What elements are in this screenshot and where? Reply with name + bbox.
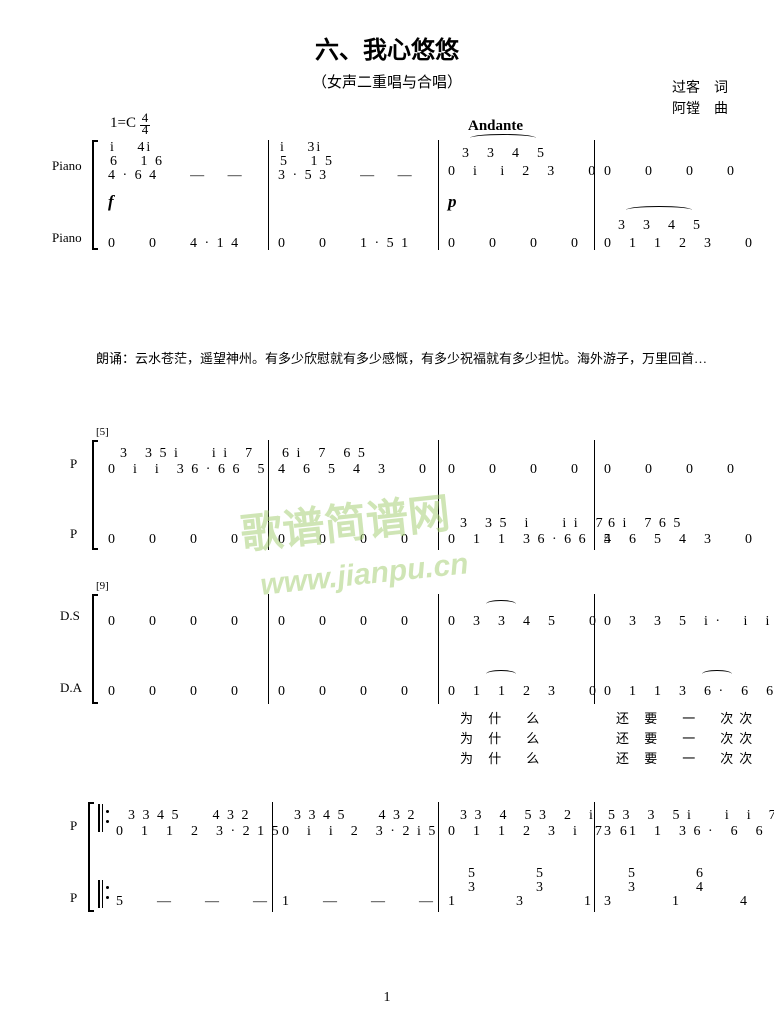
page-number: 1 (384, 990, 391, 1006)
barline (268, 594, 269, 704)
dynamic-f: f (108, 192, 114, 212)
notes-s4-l1: 5 — — — (116, 890, 269, 910)
slur-5 (702, 670, 732, 678)
credits: 过客 词 阿镗 曲 (672, 78, 728, 120)
notes-s1-u-r3b: 3 · 5 3 — — (278, 164, 414, 184)
system-bracket-1 (92, 140, 98, 250)
measure-number-9: [9] (96, 580, 109, 592)
notes-s2-u3: 0 0 0 0 (448, 458, 580, 478)
barline (438, 802, 439, 912)
notes-s4-u4: 3 1 1 3 6 · 6 6 5 (604, 820, 774, 840)
composer: 阿镗 曲 (672, 99, 728, 120)
lyrics-line-3a: 为 什 么 (460, 748, 545, 767)
notes-s1-l-seg1: 0 0 4 · 1 4 (108, 232, 240, 252)
lyrics-line-2b: 还 要 一 次次 (616, 728, 758, 747)
key-signature: 1=C 44 (110, 112, 150, 135)
measure-number-5: [5] (96, 426, 109, 438)
slur-2 (626, 206, 692, 214)
barline (594, 440, 595, 550)
page-title: 六、我心悠悠 (0, 0, 774, 65)
barline (594, 802, 595, 912)
notes-s3-ds2: 0 0 0 0 (278, 610, 410, 630)
barline (272, 802, 273, 912)
barline (438, 140, 439, 250)
notes-s3-da2: 0 0 0 0 (278, 680, 410, 700)
notes-s3-da3: 0 1 1 2 3 0 (448, 680, 598, 700)
notes-s2-l1: 0 0 0 0 (108, 528, 240, 548)
notes-s3-ds3: 0 3 3 4 5 0 (448, 610, 598, 630)
barline (594, 140, 595, 250)
notes-s2-u1: 0 i i 3 6 · 6 6 5 (108, 458, 266, 478)
barline (268, 140, 269, 250)
subtitle: （女声二重唱与合唱） (0, 71, 774, 92)
notes-s1-u-r3a: 4 · 6 4 — — (108, 164, 244, 184)
part-label-piano-2: Piano (52, 230, 82, 246)
notes-s4-l4: 3 1 4 1 (604, 890, 774, 910)
notes-s3-da4: 0 1 1 3 6 · 6 6 5 (604, 680, 774, 700)
notes-s4-u2: 0 i i 2 3 · 2 i 5 (282, 820, 437, 840)
part-label-p-s2a: P (70, 456, 77, 472)
system-bracket-2 (92, 440, 98, 550)
slur-3 (486, 600, 516, 608)
notes-s2-l2: 0 0 0 0 (278, 528, 410, 548)
slur-4 (486, 670, 516, 678)
notes-s1-l-seg4: 0 1 1 2 3 0 (604, 232, 754, 252)
notes-s1-u-seg3top: 3 3 4 5 (462, 142, 546, 162)
notes-s3-da1: 0 0 0 0 (108, 680, 240, 700)
notes-s2-u2: 4 6 5 4 3 0 (278, 458, 428, 478)
part-label-p-s4a: P (70, 818, 77, 834)
notes-s1-u-seg3: 0 i i 2 3 0 (448, 160, 597, 180)
notes-s4-l2: 1 — — — (282, 890, 435, 910)
notes-s1-l-seg3: 0 0 0 0 (448, 232, 580, 252)
notes-s2-l3: 0 1 1 3 6 · 6 6 5 (448, 528, 613, 548)
narration-text: 朗诵：云水苍茫，遥望神州。有多少欣慰就有多少感慨，有多少祝福就有多少担忧。海外游… (96, 348, 707, 367)
watermark-text: 歌谱简谱网 (237, 479, 452, 562)
notes-s1-l-seg2: 0 0 1 · 5 1 (278, 232, 410, 252)
slur-1 (470, 134, 536, 142)
lyricist: 过客 词 (672, 78, 728, 99)
notes-s4-u3: 0 1 1 2 3 i 7 6 (448, 820, 629, 840)
notes-s4-u1: 0 1 1 2 3 · 2 1 5 (116, 820, 281, 840)
notes-s3-ds1: 0 0 0 0 (108, 610, 240, 630)
part-label-p-s2b: P (70, 526, 77, 542)
barline (268, 440, 269, 550)
part-label-da: D.A (60, 680, 82, 696)
system-bracket-4 (88, 802, 94, 912)
tempo-mark: Andante (468, 118, 523, 135)
barline (438, 594, 439, 704)
barline (438, 440, 439, 550)
part-label-piano-1: Piano (52, 158, 82, 174)
part-label-p-s4b: P (70, 890, 77, 906)
repeat-sign-upper (98, 804, 106, 832)
notes-s4-l3: 1 3 1 (448, 890, 592, 910)
system-bracket-3 (92, 594, 98, 704)
lyrics-line-3b: 还 要 一 次次 (616, 748, 758, 767)
lyrics-line-1b: 还 要 一 次次 (616, 708, 758, 727)
lyrics-line-1a: 为 什 么 (460, 708, 545, 727)
notes-s3-ds4: 0 3 3 5 i · i i 7 (604, 610, 774, 630)
part-label-ds: D.S (60, 608, 80, 624)
notes-s1-l-seg4top: 3 3 4 5 (618, 214, 702, 234)
notes-s1-u-seg4: 0 0 0 0 (604, 160, 736, 180)
barline (594, 594, 595, 704)
notes-s2-u4: 0 0 0 0 (604, 458, 736, 478)
lyrics-line-2a: 为 什 么 (460, 728, 545, 747)
dynamic-p: p (448, 192, 457, 212)
repeat-sign-lower (98, 880, 106, 908)
notes-s2-l4: 4 6 5 4 3 0 (604, 528, 754, 548)
